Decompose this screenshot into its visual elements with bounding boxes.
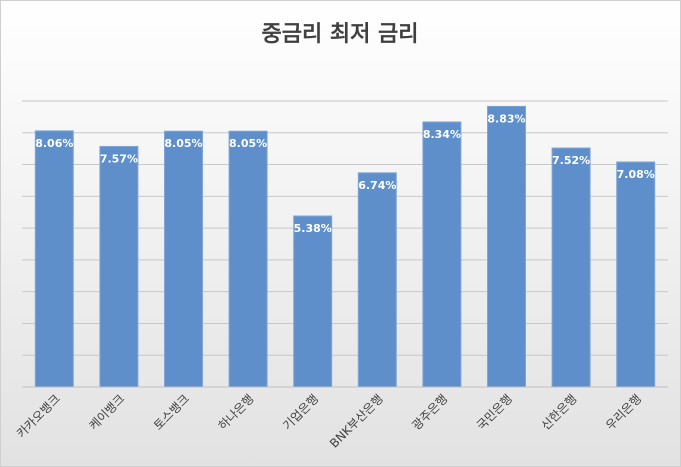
chart-title: 중금리 최저 금리: [262, 22, 419, 47]
bar: [34, 130, 74, 388]
value-label: 8.83%: [487, 112, 525, 125]
value-label: 8.34%: [423, 128, 461, 141]
bar: [293, 215, 333, 388]
value-label: 6.74%: [358, 179, 396, 192]
value-label: 5.38%: [294, 222, 332, 235]
bar: [551, 147, 591, 388]
value-label: 7.08%: [617, 168, 655, 181]
value-label: 8.05%: [164, 137, 202, 150]
bar: [164, 130, 203, 388]
bar: [422, 121, 462, 388]
bar: [487, 105, 526, 388]
value-label: 8.05%: [229, 137, 267, 150]
bar: [228, 130, 268, 388]
bar: [616, 161, 656, 388]
value-label: 7.52%: [552, 154, 590, 167]
bar: [357, 172, 397, 388]
value-label: 8.06%: [35, 137, 73, 150]
bar: [99, 145, 139, 388]
value-label: 7.57%: [100, 152, 138, 165]
